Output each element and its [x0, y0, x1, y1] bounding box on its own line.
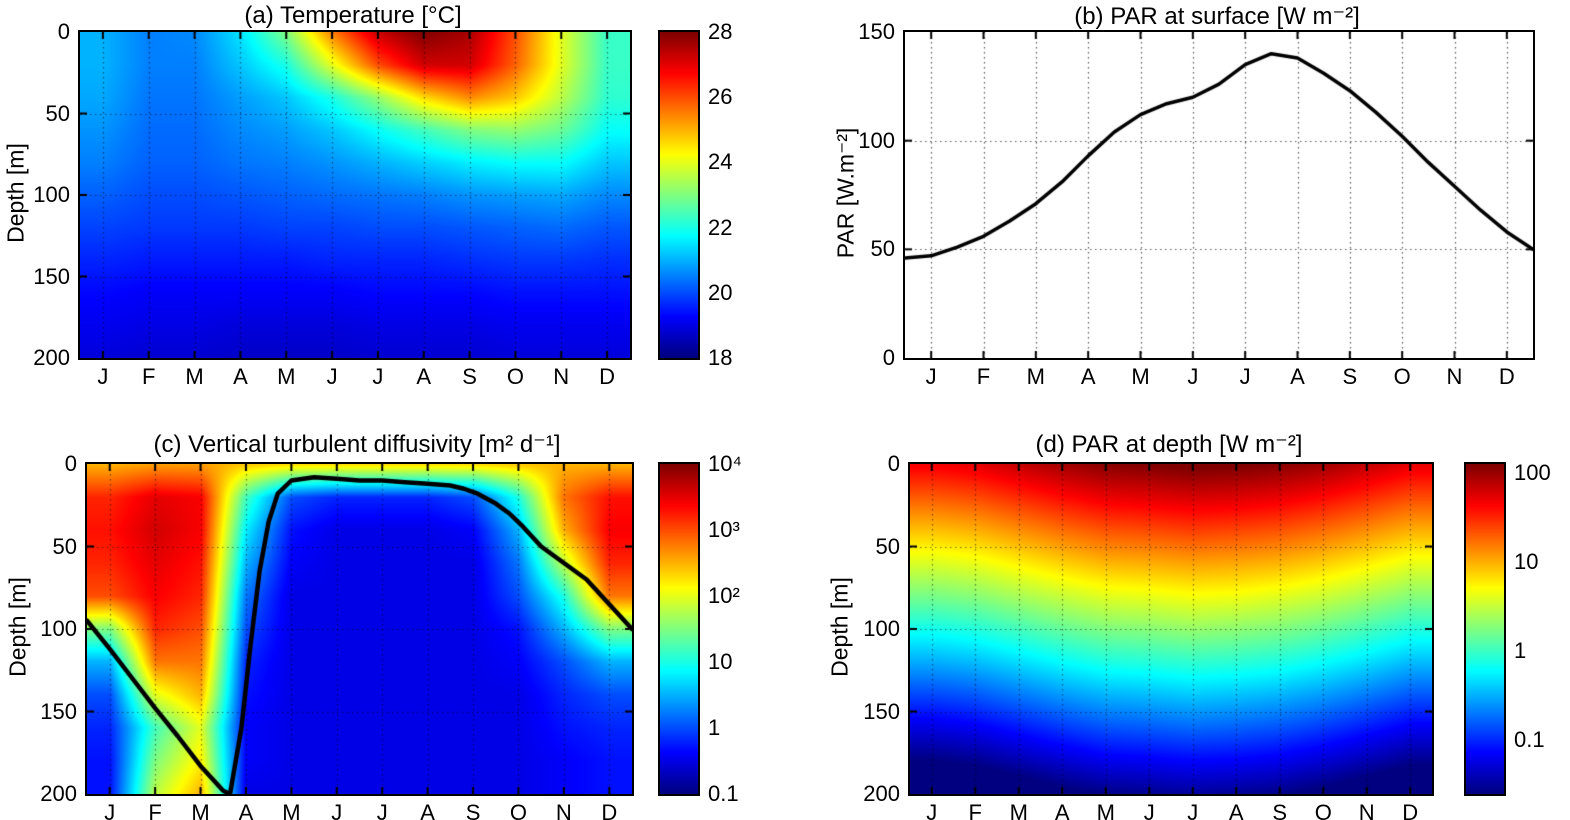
- panel-a-ylabel: Depth [m]: [2, 143, 29, 243]
- x-tick-label: M: [191, 800, 210, 820]
- x-tick-label: A: [1054, 800, 1070, 820]
- x-tick-label: J: [926, 800, 938, 820]
- panel-c-title: (c) Vertical turbulent diffusivity [m² d…: [153, 431, 561, 458]
- x-tick-label: M: [1131, 364, 1150, 389]
- colorbar-tick-label: 100: [1514, 459, 1551, 485]
- y-tick-label: 150: [40, 698, 77, 724]
- x-tick-label: F: [142, 364, 156, 389]
- x-tick-label: F: [148, 800, 162, 820]
- y-tick-label: 200: [863, 781, 900, 806]
- colorbar-tick-label: 24: [708, 149, 733, 175]
- x-tick-label: O: [506, 364, 524, 389]
- colorbar-tick-label: 1: [708, 715, 721, 740]
- x-tick-label: A: [416, 364, 432, 389]
- y-tick-label: 0: [882, 345, 895, 370]
- x-tick-label: N: [553, 364, 570, 389]
- x-tick-label: M: [282, 800, 301, 820]
- x-tick-label: M: [277, 364, 296, 389]
- x-tick-label: A: [233, 364, 248, 389]
- x-tick-label: F: [968, 800, 982, 820]
- colorbar-tick-label: 10³: [708, 517, 740, 542]
- x-tick-label: D: [1498, 364, 1515, 389]
- x-tick-label: F: [976, 364, 991, 389]
- par-depth-colorbar: [1464, 462, 1506, 796]
- y-tick-label: 100: [40, 616, 77, 641]
- x-tick-label: J: [331, 800, 343, 820]
- x-tick-label: J: [372, 364, 384, 389]
- x-tick-label: J: [1143, 800, 1155, 820]
- x-tick-label: A: [1228, 800, 1244, 820]
- colorbar-tick-label: 18: [708, 345, 733, 370]
- panel-c-ylabel: Depth [m]: [4, 577, 31, 677]
- panel-b-title: (b) PAR at surface [W m⁻²]: [1074, 3, 1360, 30]
- colorbar-tick-label: 10²: [708, 583, 740, 608]
- y-tick-label: 150: [858, 19, 895, 44]
- colorbar-tick-label: 22: [708, 214, 733, 240]
- y-tick-label: 150: [33, 263, 70, 289]
- y-tick-label: 100: [858, 127, 895, 153]
- x-tick-label: O: [509, 800, 528, 820]
- y-tick-label: 50: [870, 236, 895, 262]
- panel-d-title: (d) PAR at depth [W m⁻²]: [1035, 431, 1303, 458]
- x-tick-label: M: [185, 364, 204, 389]
- colorbar-tick-label: 0.1: [708, 781, 739, 806]
- y-tick-label: 100: [33, 182, 70, 207]
- y-tick-label: 50: [875, 533, 900, 559]
- y-tick-label: 0: [887, 451, 900, 476]
- x-tick-label: D: [601, 800, 618, 820]
- x-tick-label: J: [376, 800, 388, 820]
- x-tick-label: N: [1446, 364, 1463, 389]
- diffusivity-heatmap-canvas: [85, 462, 634, 796]
- x-tick-label: A: [1290, 364, 1305, 389]
- x-tick-label: S: [462, 364, 477, 389]
- x-tick-label: M: [1009, 800, 1028, 820]
- y-tick-label: 0: [57, 19, 70, 44]
- x-tick-label: A: [238, 800, 254, 820]
- x-tick-label: J: [1187, 800, 1199, 820]
- colorbar-tick-label: 1: [1514, 638, 1527, 664]
- x-tick-label: J: [1239, 364, 1251, 389]
- x-tick-label: S: [465, 800, 481, 820]
- x-tick-label: D: [599, 364, 616, 389]
- x-tick-label: O: [1314, 800, 1332, 820]
- colorbar-tick-label: 0.1: [1514, 727, 1545, 753]
- y-tick-label: 50: [45, 100, 70, 126]
- temperature-colorbar: [658, 30, 700, 360]
- colorbar-tick-label: 20: [708, 279, 733, 305]
- x-tick-label: D: [1402, 800, 1419, 820]
- y-tick-label: 200: [33, 345, 70, 370]
- x-tick-label: M: [1096, 800, 1115, 820]
- y-tick-label: 50: [52, 533, 77, 559]
- colorbar-tick-label: 28: [708, 19, 733, 44]
- x-tick-label: J: [97, 364, 109, 389]
- x-tick-label: O: [1393, 364, 1411, 389]
- colorbar-tick-label: 10: [1514, 549, 1539, 575]
- y-tick-label: 200: [40, 781, 77, 806]
- par-surface-line-canvas: [903, 30, 1535, 360]
- y-tick-label: 0: [64, 451, 77, 476]
- panel-d-ylabel: Depth [m]: [826, 577, 853, 677]
- x-tick-label: A: [420, 800, 435, 820]
- x-tick-label: A: [1080, 364, 1096, 389]
- colorbar-tick-label: 10: [708, 649, 733, 674]
- diffusivity-colorbar: [658, 462, 700, 796]
- x-tick-label: J: [925, 364, 937, 389]
- x-tick-label: J: [1187, 364, 1199, 389]
- par-depth-heatmap-canvas: [908, 462, 1434, 796]
- temperature-heatmap-canvas: [78, 30, 632, 360]
- x-tick-label: N: [555, 800, 572, 820]
- colorbar-tick-label: 26: [708, 84, 733, 110]
- colorbar-tick-label: 10⁴: [708, 451, 742, 476]
- panel-b-ylabel: PAR [W.m⁻²]: [832, 127, 859, 259]
- x-tick-label: S: [1272, 800, 1288, 820]
- x-tick-label: S: [1342, 364, 1358, 389]
- panel-a-title: (a) Temperature [°C]: [244, 2, 462, 29]
- y-tick-label: 100: [863, 616, 900, 641]
- x-tick-label: N: [1358, 800, 1375, 820]
- x-tick-label: J: [326, 364, 338, 389]
- x-tick-label: M: [1026, 364, 1045, 389]
- x-tick-label: J: [104, 800, 116, 820]
- y-tick-label: 150: [863, 698, 900, 724]
